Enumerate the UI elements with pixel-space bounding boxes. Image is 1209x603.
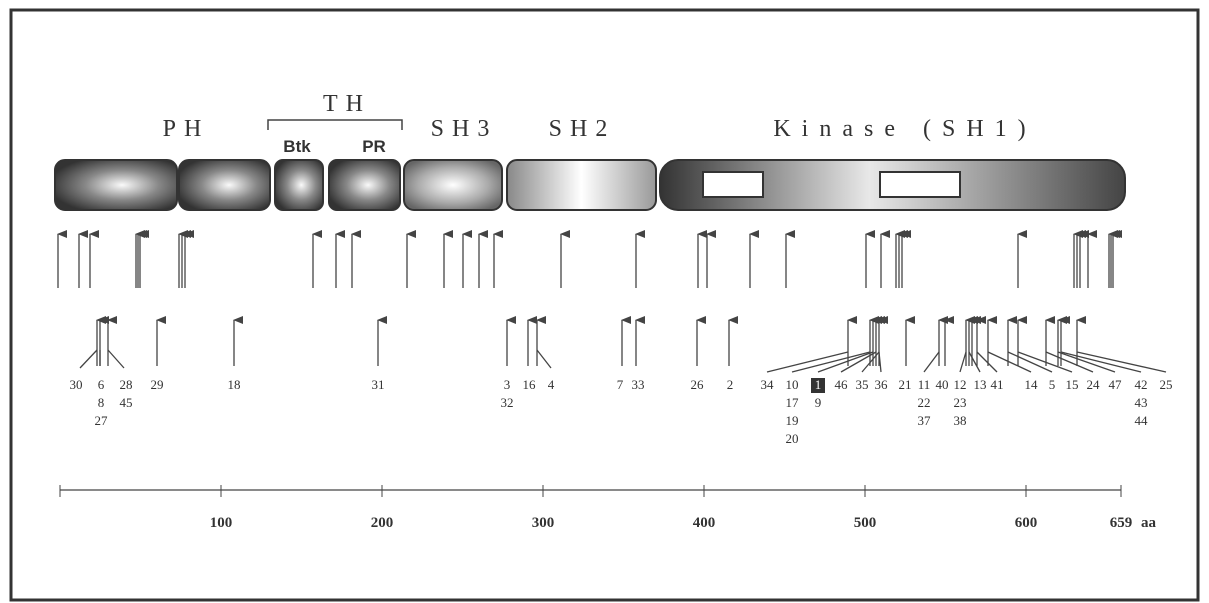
mutation-label: 10 xyxy=(786,377,799,392)
mutation-label: 11 xyxy=(918,377,931,392)
leader xyxy=(536,349,552,369)
mutation-label: 33 xyxy=(632,377,645,392)
mutation-label: 8 xyxy=(98,395,105,410)
mutation-label: 25 xyxy=(1160,377,1173,392)
leader xyxy=(1060,351,1142,373)
mutation-label: 19 xyxy=(786,413,799,428)
mutation-label: 30 xyxy=(70,377,83,392)
tick-label: 300 xyxy=(532,515,555,531)
tick-label: 659 xyxy=(1110,515,1133,531)
mutation-label: 2 xyxy=(727,377,734,392)
leader xyxy=(968,351,981,373)
mutation-label: 6 xyxy=(98,377,105,392)
mutation-label: 7 xyxy=(617,377,624,392)
mutation-label: 14 xyxy=(1025,377,1039,392)
mutation-label: 20 xyxy=(786,431,799,446)
mutation-label: 43 xyxy=(1135,395,1148,410)
mutation-label: 15 xyxy=(1066,377,1079,392)
leader xyxy=(987,351,1032,373)
tick-label: 400 xyxy=(693,515,716,531)
sh3-label: SH3 xyxy=(431,116,498,142)
leader xyxy=(861,351,880,373)
sh2-label: SH2 xyxy=(549,116,616,142)
mutation-label: 29 xyxy=(151,377,164,392)
leader xyxy=(1057,351,1116,373)
leader xyxy=(840,351,877,373)
mutation-label: 31 xyxy=(372,377,385,392)
btk-label: Btk xyxy=(283,137,311,156)
tick-label: 100 xyxy=(210,515,233,531)
mutation-label: 41 xyxy=(991,377,1004,392)
mutation-label: 21 xyxy=(899,377,912,392)
mutation-label: 38 xyxy=(954,413,967,428)
leader xyxy=(791,351,871,373)
th-label: TH xyxy=(323,91,371,117)
leader xyxy=(79,349,98,369)
mutation-label: 44 xyxy=(1135,413,1149,428)
tick-label: 200 xyxy=(371,515,394,531)
mutation-label: 36 xyxy=(875,377,889,392)
leader xyxy=(1045,351,1094,373)
unit-label: aa xyxy=(1141,515,1157,531)
mutation-label: 4 xyxy=(548,377,555,392)
th-bracket xyxy=(267,119,403,130)
mutation-label: 12 xyxy=(954,377,967,392)
domains xyxy=(54,159,1126,211)
mutation-label: 5 xyxy=(1049,377,1056,392)
ph-label: PH xyxy=(163,116,210,142)
leader xyxy=(923,351,940,373)
mutation-label: 13 xyxy=(974,377,987,392)
leader xyxy=(1017,351,1073,373)
leader xyxy=(878,351,882,373)
mutation-label: 27 xyxy=(95,413,109,428)
leader xyxy=(976,351,998,373)
tick-label: 600 xyxy=(1015,515,1038,531)
mutation-label: 46 xyxy=(835,377,849,392)
arrows xyxy=(57,230,1167,373)
mutation-label: 34 xyxy=(761,377,775,392)
highlight-box xyxy=(811,378,825,393)
mutation-label: 26 xyxy=(691,377,705,392)
mutation-label: 18 xyxy=(228,377,241,392)
leader xyxy=(817,351,874,373)
mutation-label: 32 xyxy=(501,395,514,410)
mutation-label: 47 xyxy=(1109,377,1123,392)
mutation-label: 23 xyxy=(954,395,967,410)
kinase-label: Kinase (SH1) xyxy=(773,116,1036,142)
mutation-label: 35 xyxy=(856,377,869,392)
mutation-label: 40 xyxy=(936,377,949,392)
leader xyxy=(766,351,849,373)
leader xyxy=(1007,351,1053,373)
mutation-label: 1 xyxy=(815,377,822,392)
mutation-label: 22 xyxy=(918,395,931,410)
mutation-label: 9 xyxy=(815,395,822,410)
mutation-label: 3 xyxy=(504,377,511,392)
mutation-label: 45 xyxy=(120,395,133,410)
tick-label: 500 xyxy=(854,515,877,531)
mutation-label: 37 xyxy=(918,413,932,428)
mutation-label: 24 xyxy=(1087,377,1101,392)
leader xyxy=(959,351,967,373)
mutation-label: 16 xyxy=(523,377,537,392)
mutation-label: 17 xyxy=(786,395,800,410)
scale: 100 200 300 400 500 600 659 aa xyxy=(59,485,1157,531)
leader xyxy=(1076,351,1167,373)
mutation-label: 42 xyxy=(1135,377,1148,392)
frame xyxy=(9,8,1200,602)
pr-label: PR xyxy=(362,137,386,156)
leader xyxy=(107,349,125,369)
mutation-label: 28 xyxy=(120,377,133,392)
